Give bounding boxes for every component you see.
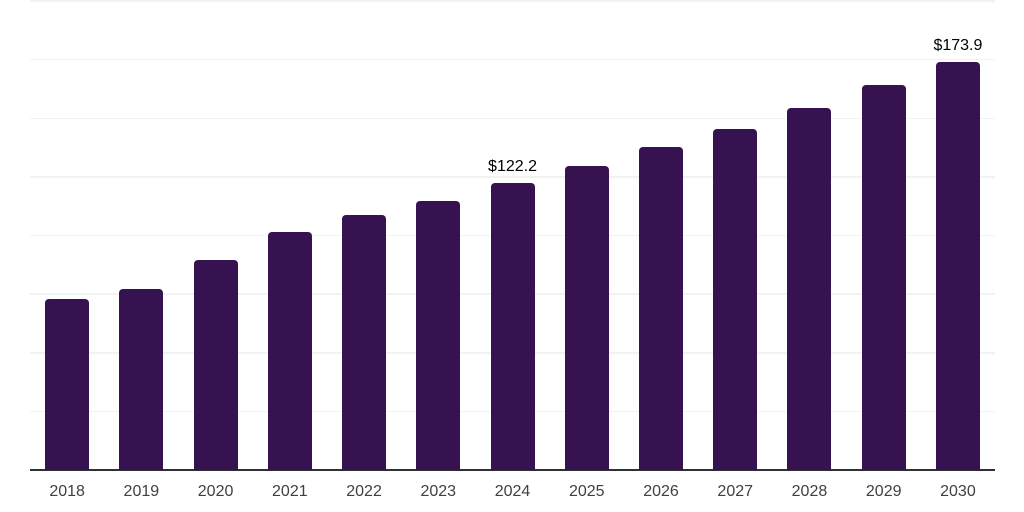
x-tick-label-2024: 2024 <box>494 483 531 500</box>
bar-slot-2023: 2023 <box>401 1 475 500</box>
bar-2030 <box>935 62 980 470</box>
bar-slot-2019: 2019 <box>104 1 178 500</box>
bar-slot-2025: 2025 <box>550 1 624 500</box>
gridline <box>30 117 995 119</box>
bar-2020 <box>193 260 238 470</box>
x-tick-label-2022: 2022 <box>346 483 382 500</box>
x-tick-label-2021: 2021 <box>272 483 308 500</box>
bar-2021 <box>267 231 312 470</box>
bar-2024 <box>490 183 535 470</box>
x-tick-label-2020: 2020 <box>197 483 234 500</box>
x-axis-line <box>30 469 995 471</box>
bar-2022 <box>342 214 387 470</box>
bar-slot-2020: 2020 <box>178 1 252 500</box>
bar-2025 <box>564 166 609 470</box>
bar-slots: 2018 2019 2020 2021 2022 2023 $122.2 2024 2025 20… <box>30 1 995 500</box>
x-tick-label-2028: 2028 <box>791 483 828 500</box>
bar-2019 <box>119 289 164 470</box>
gridline <box>30 176 995 178</box>
x-tick-label-2018: 2018 <box>49 483 85 500</box>
x-tick-label-2019: 2019 <box>123 483 160 500</box>
x-tick-label-2030: 2030 <box>940 483 976 500</box>
bar-slot-2022: 2022 <box>327 1 401 500</box>
bar-value-label-2024: $122.2 <box>488 158 537 176</box>
bar-slot-2018: 2018 <box>30 1 104 500</box>
bar-value-label-2030: $173.9 <box>933 37 983 55</box>
x-tick-label-2025: 2025 <box>568 483 605 500</box>
bar-slot-2024: $122.2 2024 <box>475 1 549 500</box>
bar-slot-2027: 2027 <box>698 1 772 500</box>
x-tick-label-2029: 2029 <box>865 483 902 500</box>
bar-slot-2028: 2028 <box>772 1 846 500</box>
x-tick-label-2023: 2023 <box>420 483 457 500</box>
x-tick-label-2027: 2027 <box>717 483 754 500</box>
bar-2023 <box>416 201 461 470</box>
bar-slot-2021: 2021 <box>253 1 327 500</box>
x-tick-label-2026: 2026 <box>643 483 679 500</box>
gridline <box>30 58 995 61</box>
bar-2027 <box>713 128 758 470</box>
bar-2029 <box>861 85 906 470</box>
bar-2028 <box>787 108 832 470</box>
gridline <box>30 0 995 2</box>
bar-slot-2030: $173.9 2030 <box>921 1 995 500</box>
bar-2026 <box>638 146 683 470</box>
bar-slot-2026: 2026 <box>624 1 698 500</box>
plot-area: 2018 2019 2020 2021 2022 2023 $122.2 2024 2025 20… <box>30 0 995 500</box>
bar-2018 <box>45 299 90 470</box>
bar-slot-2029: 2029 <box>847 1 921 500</box>
